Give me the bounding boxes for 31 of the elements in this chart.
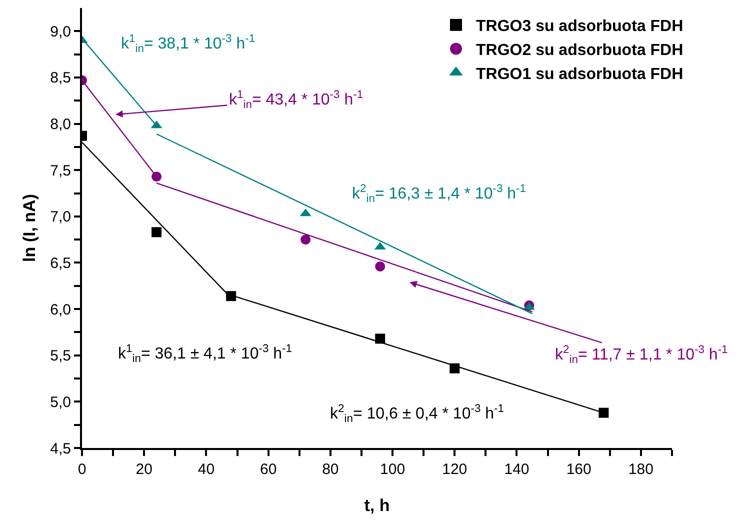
legend-label: TRGO2 su adsorbuota FDH	[476, 42, 684, 59]
annotation: k$^{2}$$_{in}$= 10,6 ± 0,4 * 10$^{-3}$ h$^{-1}$	[330, 403, 504, 426]
y-tick-label: 5,5	[50, 348, 71, 365]
x-tick-label: 0	[78, 461, 86, 478]
y-tick-label: 5,0	[50, 394, 71, 411]
y-tick-label: 4,5	[50, 440, 71, 458]
x-tick-label: 40	[198, 461, 215, 478]
x-tick-label: 100	[380, 461, 406, 478]
y-tick-label: 7,5	[50, 162, 71, 180]
y-tick-label: 6,5	[50, 254, 71, 272]
y-tick-label: 7,0	[50, 208, 71, 226]
y-tick-label: 8,0	[50, 116, 71, 134]
annotation: k$^{2}$$_{in}$= 11,7 ± 1,1 * 10$^{-3}$ h$^{-1}$	[555, 344, 728, 366]
legend-label: TRGO1 su adsorbuota FDH	[476, 66, 684, 83]
y-tick-label: 8,5	[50, 70, 71, 87]
x-tick-label: 20	[136, 461, 152, 478]
x-axis-title: t, h	[364, 496, 390, 515]
annotation: k$^{1}$$_{in}$= 43,4 * 10$^{-3}$ h$^{-1}$	[229, 89, 364, 112]
x-tick-label: 160	[566, 461, 592, 478]
legend-label: TRGO3 su adsorbuota FDH	[476, 18, 684, 36]
x-tick-label: 180	[628, 461, 654, 478]
x-tick-label: 120	[442, 461, 468, 478]
y-tick-label: 6,0	[50, 301, 71, 318]
x-tick-label: 60	[260, 461, 277, 478]
annotation: k$^{1}$$_{in}$= 36,1 ± 4,1 * 10$^{-3}$ h$^{-1}$	[118, 343, 292, 366]
y-axis-title: ln (I, nA)	[20, 194, 40, 262]
annotation: k$^{1}$$_{in}$= 38,1 * 10$^{-3}$ h$^{-1}$	[121, 33, 256, 56]
x-tick-label: 80	[322, 461, 339, 478]
y-tick-label: 9,0	[50, 23, 71, 40]
annotation: k$^{2}$$_{in}$= 16,3 ± 1,4 * 10$^{-3}$ h$^{-1}$	[352, 183, 526, 206]
x-tick-label: 140	[504, 461, 530, 478]
